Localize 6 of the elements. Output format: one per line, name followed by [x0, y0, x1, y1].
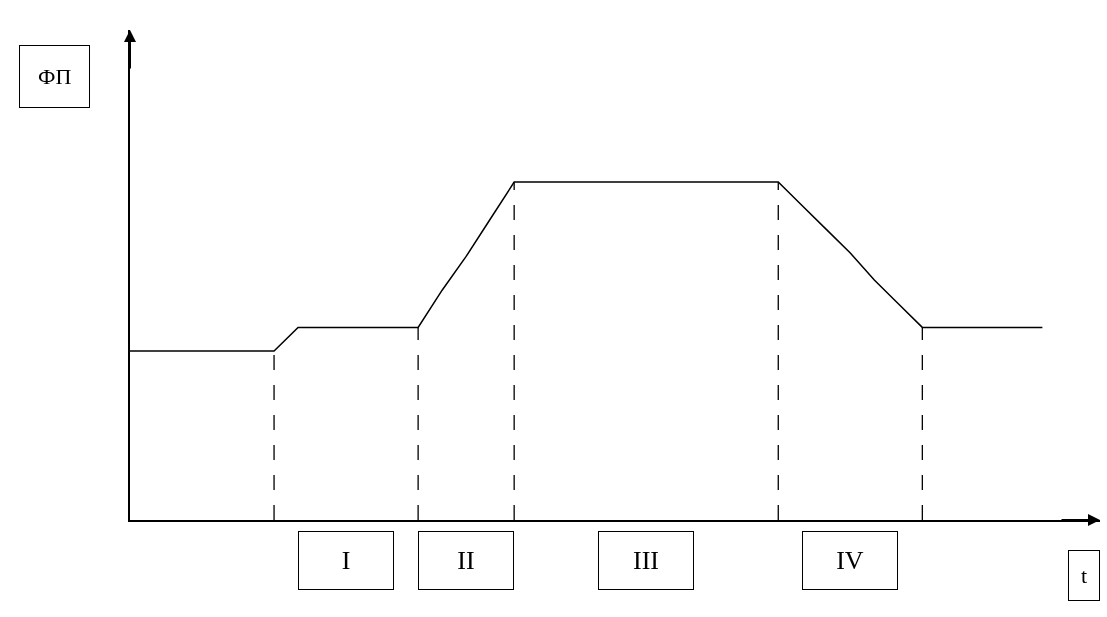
text: II	[457, 546, 475, 575]
x-axis-title: t	[1081, 563, 1088, 588]
text: III	[633, 546, 659, 575]
y-axis-title: ФП	[38, 64, 72, 89]
text: I	[341, 546, 351, 575]
text: IV	[836, 546, 864, 575]
